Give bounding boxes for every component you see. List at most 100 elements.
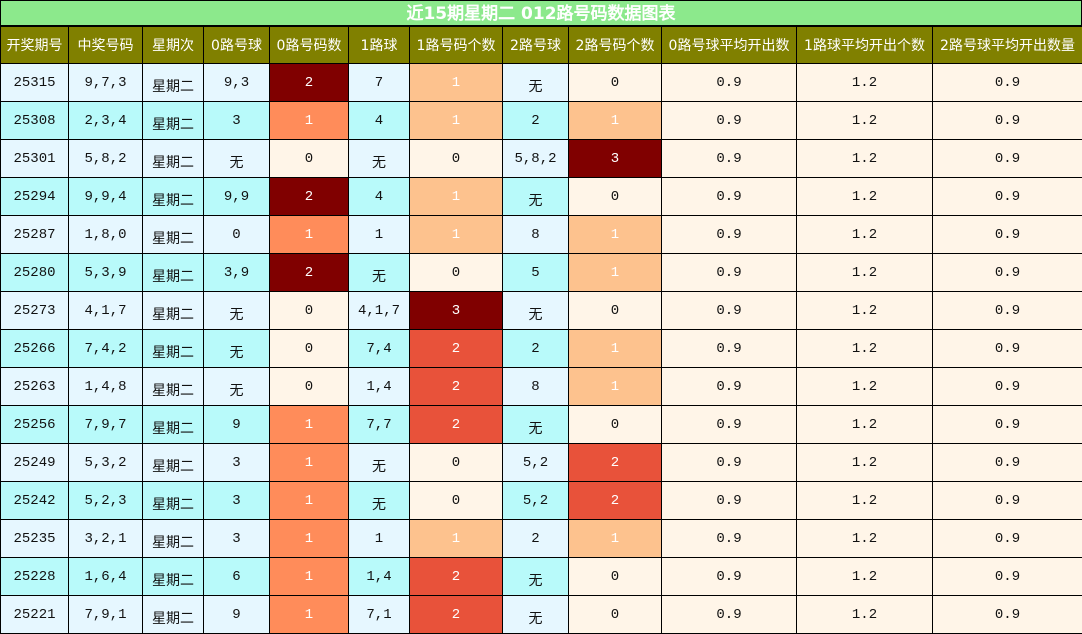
cell-route0-count: 1 xyxy=(270,482,349,520)
cell-route1-avg: 1.2 xyxy=(797,368,933,406)
cell-weekday-text: 星期二 xyxy=(152,383,194,399)
cell-route2-balls: 5,8,2 xyxy=(503,140,569,178)
cell-issue: 25242 xyxy=(1,482,69,520)
cell-weekday: 星期二 xyxy=(143,330,204,368)
cell-numbers: 1,4,8 xyxy=(69,368,143,406)
cell-route2-balls: 8 xyxy=(503,216,569,254)
cell-route1-avg: 1.2 xyxy=(797,178,933,216)
cell-issue: 25280 xyxy=(1,254,69,292)
cell-route1-count: 1 xyxy=(410,216,503,254)
cell-route1-avg: 1.2 xyxy=(797,140,933,178)
cell-route1-avg: 1.2 xyxy=(797,482,933,520)
cell-route2-avg: 0.9 xyxy=(933,292,1082,330)
cell-weekday-text: 星期二 xyxy=(152,459,194,475)
cell-route2-count: 2 xyxy=(569,444,662,482)
cell-route2-avg: 0.9 xyxy=(933,64,1082,102)
cell-route1-count: 2 xyxy=(410,330,503,368)
cell-route1-balls: 1,4 xyxy=(349,558,410,596)
cell-issue: 25273 xyxy=(1,292,69,330)
cell-route1-count: 1 xyxy=(410,64,503,102)
cell-route0-balls: 无 xyxy=(204,140,270,178)
cell-numbers: 9,7,3 xyxy=(69,64,143,102)
cell-route1-count: 2 xyxy=(410,558,503,596)
cell-route0-avg: 0.9 xyxy=(662,330,797,368)
cell-route2-count: 0 xyxy=(569,292,662,330)
cell-route2-avg: 0.9 xyxy=(933,520,1082,558)
cell-route2-balls: 无 xyxy=(503,558,569,596)
cell-route1-balls-text: 无 xyxy=(372,269,386,285)
cell-route1-avg: 1.2 xyxy=(797,254,933,292)
cell-route2-balls-text: 无 xyxy=(529,421,543,437)
cell-route2-count: 1 xyxy=(569,520,662,558)
cell-route0-balls: 无 xyxy=(204,368,270,406)
cell-route0-balls-text: 无 xyxy=(230,155,244,171)
cell-weekday-text: 星期二 xyxy=(152,535,194,551)
cell-route0-balls: 9 xyxy=(204,596,270,634)
cell-weekday-text: 星期二 xyxy=(152,573,194,589)
cell-route1-balls: 无 xyxy=(349,254,410,292)
cell-route0-avg: 0.9 xyxy=(662,368,797,406)
cell-route0-count: 2 xyxy=(270,64,349,102)
cell-route0-balls: 3 xyxy=(204,102,270,140)
cell-issue: 25263 xyxy=(1,368,69,406)
cell-route1-avg: 1.2 xyxy=(797,216,933,254)
cell-weekday-text: 星期二 xyxy=(152,79,194,95)
cell-route1-avg: 1.2 xyxy=(797,444,933,482)
header-route2-balls: 2路号球 xyxy=(503,27,569,64)
cell-route2-balls: 无 xyxy=(503,292,569,330)
cell-route2-avg: 0.9 xyxy=(933,406,1082,444)
cell-route1-avg: 1.2 xyxy=(797,406,933,444)
cell-route1-count: 0 xyxy=(410,444,503,482)
cell-route0-avg: 0.9 xyxy=(662,482,797,520)
cell-route1-balls: 4 xyxy=(349,178,410,216)
cell-route2-count: 1 xyxy=(569,102,662,140)
cell-route0-balls: 9 xyxy=(204,406,270,444)
header-route2-count: 2路号码个数 xyxy=(569,27,662,64)
cell-route0-avg: 0.9 xyxy=(662,444,797,482)
cell-weekday: 星期二 xyxy=(143,482,204,520)
cell-route2-count: 0 xyxy=(569,64,662,102)
sheet-title: 近15期星期二 012路号码数据图表 xyxy=(0,0,1082,26)
cell-route0-avg: 0.9 xyxy=(662,254,797,292)
cell-route2-avg: 0.9 xyxy=(933,596,1082,634)
cell-route0-balls: 3 xyxy=(204,520,270,558)
cell-numbers: 4,1,7 xyxy=(69,292,143,330)
cell-issue: 25221 xyxy=(1,596,69,634)
cell-route1-count: 0 xyxy=(410,254,503,292)
header-route0-balls: 0路号球 xyxy=(204,27,270,64)
cell-route0-balls: 3 xyxy=(204,482,270,520)
cell-weekday-text: 星期二 xyxy=(152,611,194,627)
cell-weekday-text: 星期二 xyxy=(152,231,194,247)
cell-route2-avg: 0.9 xyxy=(933,444,1082,482)
cell-route0-count: 1 xyxy=(270,102,349,140)
cell-route1-balls: 7,1 xyxy=(349,596,410,634)
header-numbers: 中奖号码 xyxy=(69,27,143,64)
cell-route0-count: 1 xyxy=(270,216,349,254)
header-route2-avg: 2路号球平均开出数量 xyxy=(933,27,1082,64)
cell-weekday-text: 星期二 xyxy=(152,155,194,171)
cell-route2-avg: 0.9 xyxy=(933,558,1082,596)
cell-route0-count: 0 xyxy=(270,292,349,330)
cell-route1-balls: 1,4 xyxy=(349,368,410,406)
cell-route1-count: 1 xyxy=(410,178,503,216)
cell-route0-count: 1 xyxy=(270,596,349,634)
cell-route0-count: 2 xyxy=(270,254,349,292)
cell-route2-avg: 0.9 xyxy=(933,216,1082,254)
header-route1-count: 1路号码个数 xyxy=(410,27,503,64)
cell-route2-balls-text: 无 xyxy=(529,307,543,323)
cell-route1-balls-text: 无 xyxy=(372,459,386,475)
cell-numbers: 1,6,4 xyxy=(69,558,143,596)
cell-issue: 25301 xyxy=(1,140,69,178)
cell-route2-balls: 2 xyxy=(503,102,569,140)
cell-route1-avg: 1.2 xyxy=(797,64,933,102)
